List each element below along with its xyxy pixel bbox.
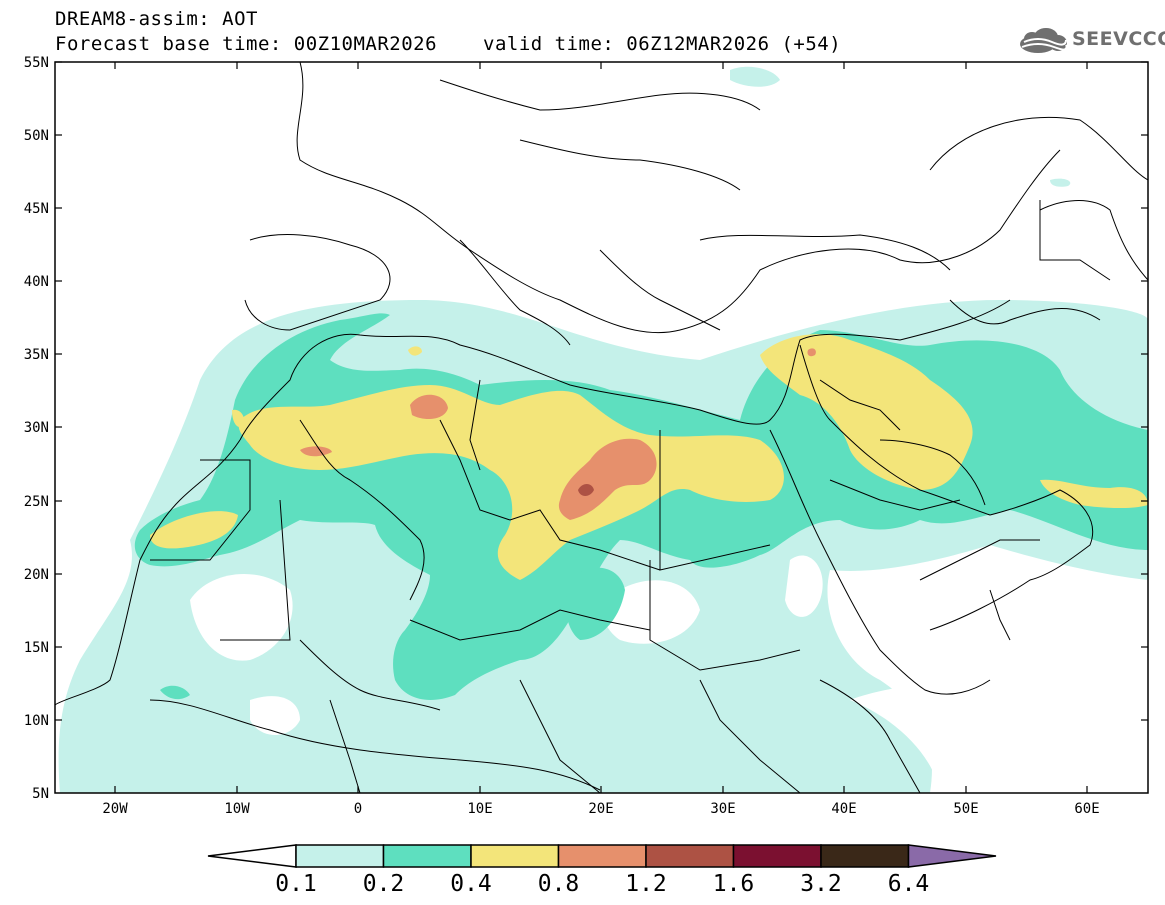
colorbar-bin-7 bbox=[820, 844, 910, 868]
colorbar-label-0.8: 0.8 bbox=[538, 871, 580, 897]
lat-label-10n: 10N bbox=[24, 713, 49, 729]
lon-label-20w: 20W bbox=[102, 801, 128, 817]
seevccc-logo bbox=[1020, 28, 1068, 53]
base-time: Forecast base time: 00Z10MAR2026 bbox=[55, 33, 438, 55]
colorbar-bin-5 bbox=[645, 844, 735, 868]
lat-label-20n: 20N bbox=[24, 567, 49, 583]
colorbar-label-6.4: 6.4 bbox=[888, 871, 930, 897]
colorbar bbox=[207, 844, 997, 868]
latitude-axis bbox=[55, 61, 1148, 721]
lat-label-25n: 25N bbox=[24, 494, 49, 510]
colorbar-high-arrow bbox=[907, 844, 997, 868]
colorbar-low-arrow bbox=[207, 844, 297, 868]
lat-label-55n: 55N bbox=[24, 55, 49, 71]
colorbar-label-1.6: 1.6 bbox=[713, 871, 755, 897]
lon-label-60e: 60E bbox=[1074, 801, 1099, 817]
aot-field bbox=[58, 66, 1148, 793]
lat-label-30n: 30N bbox=[24, 420, 49, 436]
lon-label-10w: 10W bbox=[224, 801, 250, 817]
aot-clear-areas bbox=[190, 501, 1148, 793]
coastlines-borders bbox=[55, 62, 1148, 793]
lon-label-40e: 40E bbox=[831, 801, 856, 817]
colorbar-bin-4 bbox=[557, 844, 647, 868]
lat-label-50n: 50N bbox=[24, 128, 49, 144]
colorbar-label-3.2: 3.2 bbox=[800, 871, 842, 897]
lon-label-30e: 30E bbox=[710, 801, 735, 817]
lon-label-0: 0 bbox=[354, 801, 362, 817]
lat-label-35n: 35N bbox=[24, 347, 49, 363]
colorbar-bin-2 bbox=[382, 844, 472, 868]
logo-text: SEEVCCC bbox=[1072, 28, 1165, 50]
colorbar-bin-6 bbox=[732, 844, 822, 868]
lat-label-15n: 15N bbox=[24, 640, 49, 656]
colorbar-bin-3 bbox=[470, 844, 560, 868]
lat-label-5n: 5N bbox=[32, 786, 49, 802]
lon-label-50e: 50E bbox=[953, 801, 978, 817]
colorbar-label-1.2: 1.2 bbox=[625, 871, 667, 897]
colorbar-label-0.4: 0.4 bbox=[450, 871, 492, 897]
lon-label-10e: 10E bbox=[467, 801, 492, 817]
lon-label-20e: 20E bbox=[588, 801, 613, 817]
title: DREAM8-assim: AOT bbox=[55, 8, 258, 30]
aot-band-0.4 bbox=[150, 334, 1148, 580]
aot-band-0.8 bbox=[300, 348, 816, 520]
aot-band-1.2 bbox=[578, 484, 594, 496]
longitude-axis bbox=[114, 62, 1088, 793]
lat-label-40n: 40N bbox=[24, 274, 49, 290]
colorbar-bin-1 bbox=[295, 844, 385, 868]
colorbar-label-0.1: 0.1 bbox=[275, 871, 317, 897]
lat-label-45n: 45N bbox=[24, 201, 49, 217]
valid-time: valid time: 06Z12MAR2026 (+54) bbox=[483, 33, 842, 55]
colorbar-label-0.2: 0.2 bbox=[363, 871, 405, 897]
